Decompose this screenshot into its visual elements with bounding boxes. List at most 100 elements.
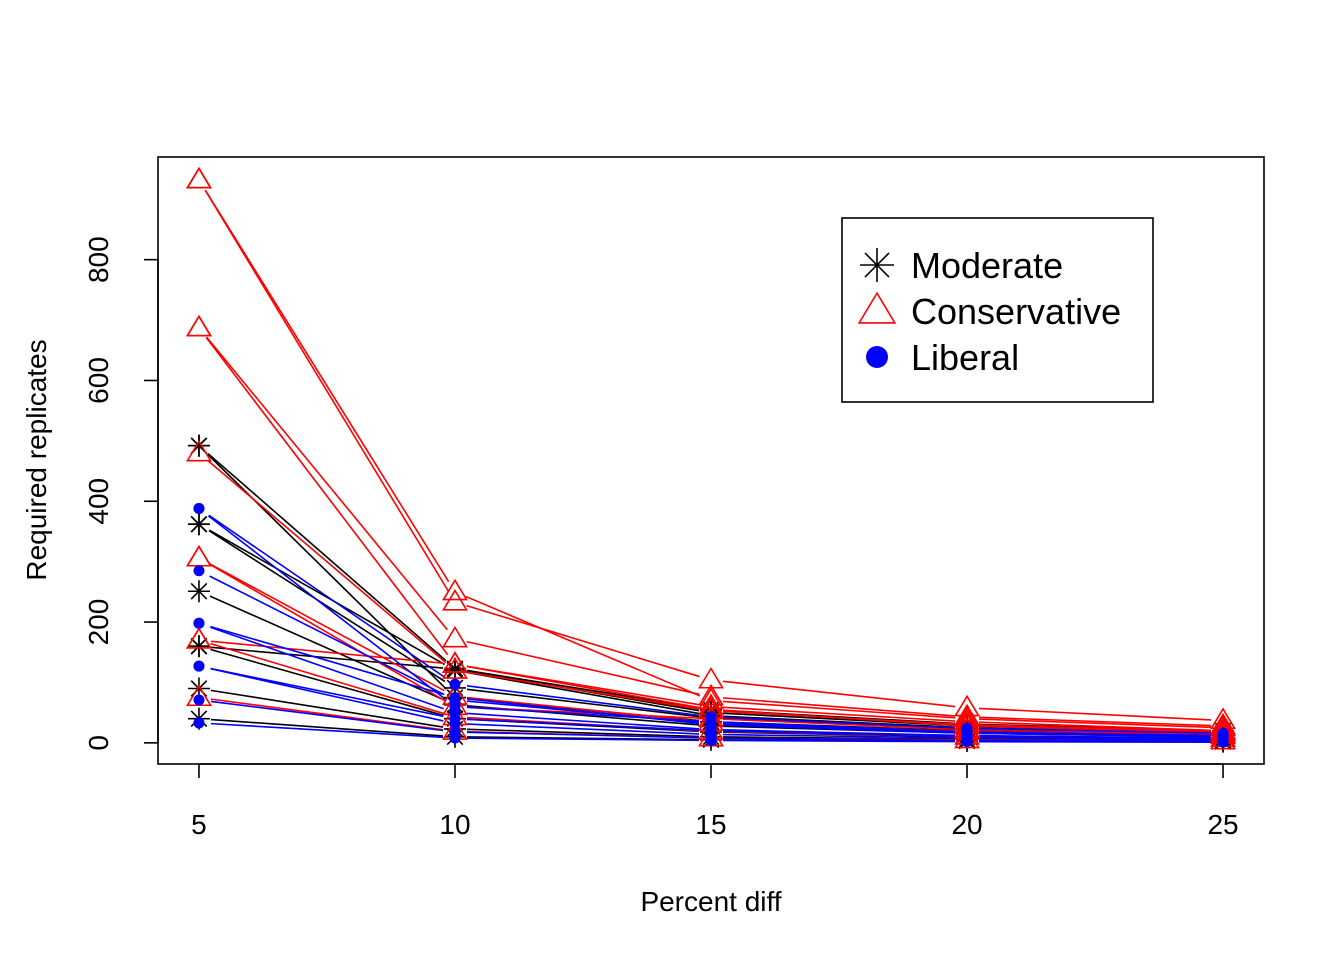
point-liberal-27-0 [193,660,205,672]
legend-label-conservative: Conservative [911,291,1121,332]
series-line-liberal-22-seg-3 [979,737,1212,741]
point-liberal-26-0 [193,617,205,629]
point-conservative-18-0 [186,627,212,649]
y-tick-label-2: 400 [83,478,114,525]
series-line-conservative-18-seg-0 [210,640,444,665]
series-line-moderate-3-seg-0 [210,648,444,717]
series-line-conservative-9-seg-2 [722,680,956,708]
y-tick-label-1: 200 [83,599,114,646]
point-conservative-16-0 [186,314,212,337]
legend-box [841,217,1154,403]
series-line-conservative-10-seg-0 [205,336,448,631]
series-line-conservative-18-seg-2 [722,709,956,726]
point-conservative-17-0 [186,544,212,567]
series-line-liberal-20-seg-0 [209,575,445,696]
series-line-moderate-1-seg-0 [208,530,446,683]
point-liberal-25-0 [193,503,205,515]
series-line-liberal-26-seg-2 [722,724,956,734]
point-liberal-24-1 [449,732,461,744]
series-line-conservative-16-seg-0 [205,336,449,656]
series-line-conservative-14-seg-0 [210,698,444,731]
series-line-liberal-22-seg-2 [722,733,956,739]
point-conservative-15-1 [442,578,468,601]
series-line-conservative-9-seg-1 [466,604,700,678]
series-line-moderate-4-seg-0 [210,689,444,728]
y-tick-label-4: 800 [83,236,114,283]
series-line-liberal-23-seg-1 [466,731,700,739]
series-line-conservative-15-seg-1 [465,595,701,697]
series-line-liberal-24-seg-1 [466,737,700,742]
x-tick-label-2: 15 [695,809,726,840]
series-line-conservative-18-seg-1 [466,665,700,709]
point-moderate-8-1 [443,658,466,681]
series-line-liberal-23-seg-3 [979,739,1212,742]
x-tick-label-3: 20 [951,809,982,840]
point-liberal-27-3 [961,730,973,742]
series-line-liberal-26-seg-3 [979,732,1212,738]
legend-label-moderate: Moderate [911,245,1063,286]
point-conservative-10-2 [698,683,724,706]
series-line-conservative-12-seg-0 [209,563,445,692]
series-line-liberal-19-seg-3 [979,727,1212,734]
series-line-conservative-17-seg-0 [208,563,446,702]
series-line-liberal-19-seg-0 [208,514,446,679]
series-line-liberal-25-seg-3 [979,731,1212,737]
series-line-moderate-7-seg-1 [466,671,700,715]
series-markers [186,166,1236,753]
point-liberal-25-1 [449,701,461,713]
series-line-conservative-9-seg-0 [204,189,450,593]
series-line-moderate-0-seg-1 [466,669,700,709]
series-line-liberal-24-seg-0 [210,722,444,739]
series-line-conservative-9-seg-3 [978,707,1212,721]
legend: Moderate Conservative Liberal [841,217,1154,403]
point-liberal-27-1 [449,713,461,725]
series-line-conservative-15-seg-2 [722,700,956,719]
series-line-conservative-12-seg-1 [466,696,700,722]
legend-marker-liberal [866,346,888,368]
x-tick-label-1: 10 [439,809,470,840]
x-tick-label-0: 5 [191,809,207,840]
series-line-conservative-11-seg-0 [207,460,447,664]
point-liberal-24-2 [705,734,717,746]
point-liberal-27-2 [705,725,717,737]
point-moderate-2-0 [187,580,210,603]
series-line-moderate-0-seg-0 [207,452,447,662]
y-axis-title: Required replicates [21,339,52,580]
series-line-conservative-16-seg-3 [978,721,1212,732]
point-liberal-20-0 [193,565,205,577]
series-line-conservative-15-seg-0 [204,189,450,583]
series-line-liberal-24-seg-2 [722,739,956,743]
point-liberal-24-0 [193,717,205,729]
y-tick-label-0: 0 [83,735,114,751]
point-moderate-7-0 [187,513,210,536]
series-line-liberal-23-seg-2 [722,737,956,742]
series-line-liberal-27-seg-3 [979,735,1212,740]
series-line-liberal-27-seg-2 [722,730,956,737]
point-conservative-12-0 [186,544,212,567]
series-line-liberal-26-seg-0 [210,625,444,695]
series-lines [204,189,1212,744]
point-liberal-19-1 [449,678,461,690]
series-line-moderate-5-seg-0 [210,718,444,737]
legend-label-liberal: Liberal [911,337,1019,378]
point-moderate-8-0 [187,635,210,658]
series-line-liberal-21-seg-0 [210,626,444,710]
series-line-liberal-22-seg-0 [210,667,444,722]
point-conservative-10-1 [442,625,468,648]
point-conservative-11-0 [186,439,212,462]
y-axis: 0 200 400 600 800 [83,236,159,751]
series-line-moderate-4-seg-1 [466,728,700,738]
point-conservative-18-1 [442,651,468,673]
series-line-liberal-27-seg-0 [210,667,444,718]
point-liberal-27-4 [1217,733,1229,745]
legend-marker-conservative [857,291,897,324]
series-line-conservative-10-seg-2 [722,697,956,717]
series-line-conservative-13-seg-0 [210,642,444,715]
x-axis-title: Percent diff [640,886,781,917]
series-line-conservative-17-seg-3 [979,728,1212,735]
series-line-conservative-11-seg-1 [466,671,700,710]
legend-marker-moderate [860,248,894,282]
series-line-conservative-11-seg-3 [978,724,1212,732]
series-line-conservative-16-seg-2 [722,706,956,722]
x-tick-label-4: 25 [1207,809,1238,840]
